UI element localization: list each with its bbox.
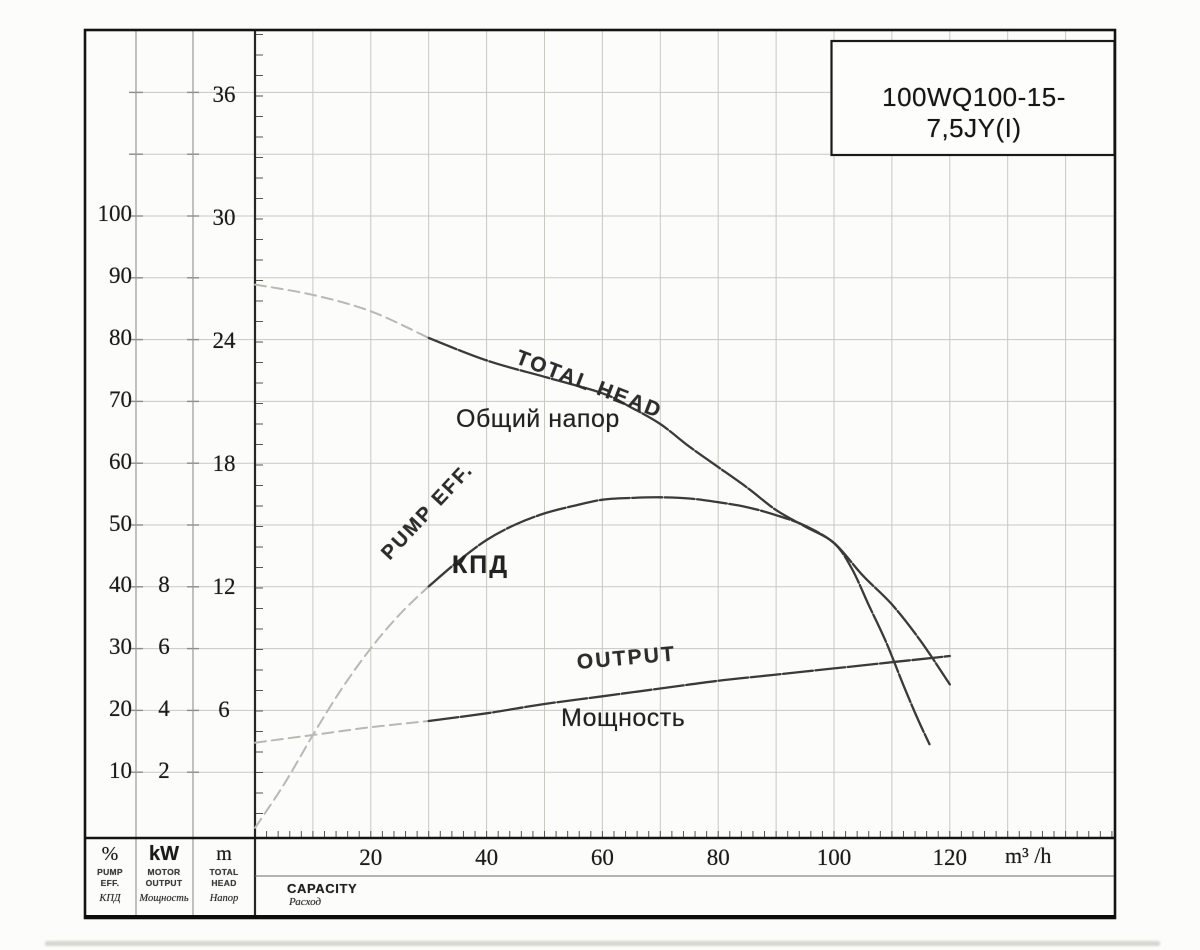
capacity-tick-label: 20 bbox=[359, 845, 383, 870]
output-curve-label-ru: Мощность bbox=[561, 704, 686, 732]
kw-tick-label: 8 bbox=[158, 572, 170, 598]
percent-tick-label: 10 bbox=[109, 758, 132, 784]
percent-axis-unit: % bbox=[101, 843, 119, 865]
legend-percent-line1: PUMP bbox=[97, 867, 123, 877]
pump-eff-curve-faded-segment bbox=[254, 585, 430, 829]
output-curve bbox=[427, 654, 951, 723]
pump-eff-curve bbox=[427, 496, 931, 746]
percent-tick-label: 80 bbox=[109, 324, 132, 350]
percent-tick-label: 20 bbox=[109, 696, 132, 722]
output-curve-faded-segment bbox=[254, 720, 430, 744]
legend-kw-line1: MOTOR bbox=[147, 867, 181, 877]
model-number: 100WQ100-15-7,5JY(I) bbox=[882, 82, 1066, 143]
model-title-box bbox=[830, 39, 1116, 157]
percent-tick-label: 60 bbox=[109, 448, 132, 474]
percent-tick-label: 100 bbox=[97, 201, 133, 226]
kw-tick-label: 6 bbox=[158, 634, 170, 660]
legend-m-line3: Напор bbox=[209, 893, 239, 904]
percent-tick-label: 70 bbox=[109, 386, 132, 412]
head-tick-label: 6 bbox=[218, 697, 230, 722]
capacity-tick-label: 60 bbox=[590, 845, 614, 870]
capacity-tick-label: 80 bbox=[706, 845, 730, 870]
percent-tick-label: 50 bbox=[109, 510, 132, 536]
m-axis-unit: m bbox=[216, 843, 232, 865]
flow-unit-label: m³ /h bbox=[1005, 843, 1052, 868]
head-tick-label: 24 bbox=[212, 328, 236, 353]
legend-kw-line3: Мощность bbox=[139, 893, 189, 904]
head-tick-label: 30 bbox=[212, 205, 236, 230]
total-head-curve-faded-segment bbox=[254, 283, 430, 339]
legend-percent-line2: EFF. bbox=[100, 878, 120, 888]
pump-eff-curve-label-ru: КПД bbox=[452, 551, 510, 579]
legend-m-line1: TOTAL bbox=[209, 867, 239, 877]
kw-tick-label: 2 bbox=[158, 758, 170, 784]
legend-cell-kw: kW MOTOR OUTPUT Мощность bbox=[136, 841, 192, 917]
kw-axis-unit: kW bbox=[149, 843, 179, 865]
capacity-tick-label: 120 bbox=[932, 845, 968, 870]
legend-kw-line2: OUTPUT bbox=[145, 878, 183, 888]
total-head-curve bbox=[427, 336, 951, 686]
percent-tick-label: 30 bbox=[109, 634, 132, 660]
legend-percent-line3: КПД bbox=[99, 893, 121, 904]
capacity-tick-label: 40 bbox=[475, 845, 499, 870]
total-head-curve-label-ru: Общий напор bbox=[456, 405, 620, 433]
legend-cell-percent: % PUMP EFF. КПД bbox=[86, 841, 134, 917]
legend-cell-m: m TOTAL HEAD Напор bbox=[194, 841, 254, 917]
legend-m-line2: HEAD bbox=[211, 878, 237, 888]
scan-edge-artifact bbox=[45, 941, 1160, 946]
head-tick-label: 18 bbox=[212, 451, 236, 476]
percent-tick-label: 40 bbox=[109, 572, 132, 598]
percent-tick-label: 90 bbox=[109, 262, 132, 288]
capacity-axis-label: CAPACITY bbox=[287, 881, 358, 896]
capacity-axis-label-ru: Расход bbox=[289, 896, 322, 908]
kw-tick-label: 4 bbox=[158, 696, 170, 722]
head-tick-label: 12 bbox=[212, 574, 236, 599]
capacity-tick-label: 100 bbox=[816, 845, 852, 870]
head-tick-label: 36 bbox=[212, 82, 236, 107]
